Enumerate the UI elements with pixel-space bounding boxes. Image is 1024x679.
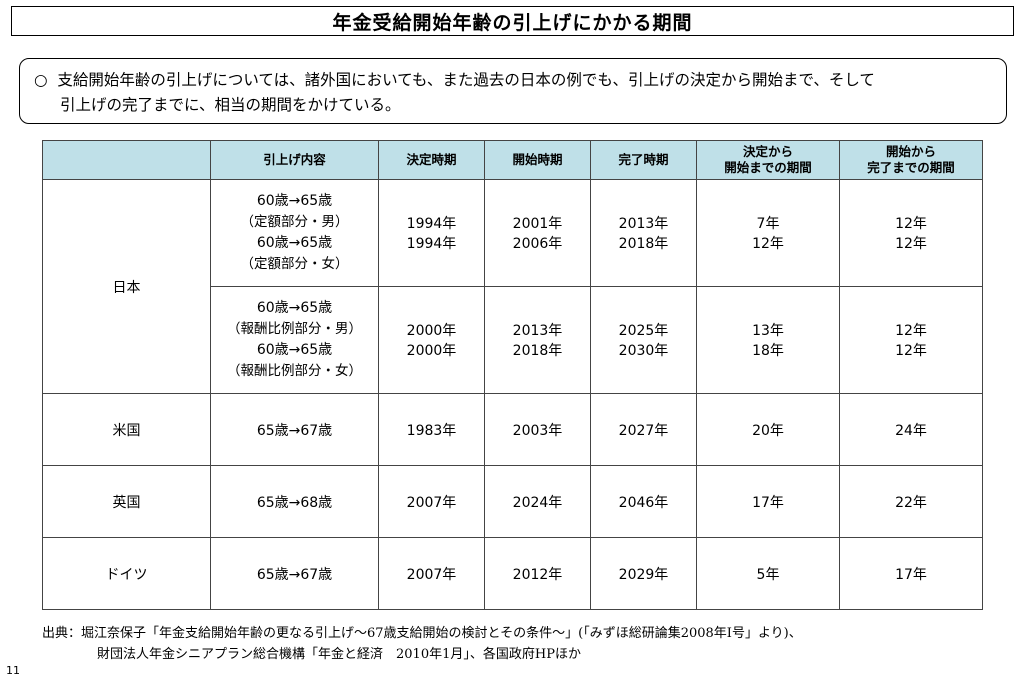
decided-cell: 2007年 [378, 537, 485, 610]
table-row: 英国 65歳→68歳 2007年 2024年 2046年 17年 22年 [42, 465, 983, 538]
bullet-icon: ○ [34, 71, 48, 89]
s2c-cell: 12年 12年 [839, 179, 983, 287]
s2c-cell: 17年 [839, 537, 983, 610]
country-uk: 英国 [42, 465, 211, 538]
source-line-1: 出典：堀江奈保子「年金支給開始年齢の更なる引上げ～67歳支給開始の検討とその条件… [42, 626, 802, 641]
source-line-2: 財団法人年金シニアプラン総合機構「年金と経済 2010年1月」、各国政府HPほか [97, 647, 581, 662]
page-title: 年金受給開始年齢の引上げにかかる期間 [11, 6, 1014, 36]
d2s-cell: 13年 18年 [696, 286, 840, 394]
content-cell: 60歳→65歳 （定額部分・男） 60歳→65歳 （定額部分・女） [210, 179, 379, 287]
header-start-to-complete: 開始から 完了までの期間 [839, 140, 983, 180]
header-content: 引上げ内容 [210, 140, 379, 180]
start-cell: 2012年 [484, 537, 591, 610]
start-cell: 2024年 [484, 465, 591, 538]
country-japan: 日本 [42, 179, 211, 394]
start-cell: 2001年 2006年 [484, 179, 591, 287]
header-decision-to-start: 決定から 開始までの期間 [696, 140, 840, 180]
content-cell: 65歳→68歳 [210, 465, 379, 538]
content-item: 60歳→65歳 （報酬比例部分・男） [227, 300, 362, 337]
complete-cell: 2029年 [590, 537, 697, 610]
table-row: 米国 65歳→67歳 1983年 2003年 2027年 20年 24年 [42, 393, 983, 466]
complete-cell: 2013年 2018年 [590, 179, 697, 287]
complete-cell: 2025年 2030年 [590, 286, 697, 394]
start-cell: 2013年 2018年 [484, 286, 591, 394]
s2c-cell: 24年 [839, 393, 983, 466]
complete-cell: 2046年 [590, 465, 697, 538]
d2s-cell: 5年 [696, 537, 840, 610]
summary-box: ○ 支給開始年齢の引上げについては、諸外国においても、また過去の日本の例でも、引… [19, 58, 1007, 124]
d2s-cell: 20年 [696, 393, 840, 466]
table-row: 60歳→65歳 （報酬比例部分・男） 60歳→65歳 （報酬比例部分・女） 2000… [43, 286, 983, 394]
table-row: 日本 60歳→65歳 （定額部分・男） 60歳→65歳 （定額部分・女） 1994年… [42, 179, 983, 394]
comparison-table: 引上げ内容 決定時期 開始時期 完了時期 決定から 開始までの期間 開始から 完了ま… [42, 140, 983, 610]
summary-line-2: 引上げの完了までに、相当の期間をかけている。 [60, 96, 401, 114]
start-cell: 2003年 [484, 393, 591, 466]
page-number: 11 [6, 664, 20, 677]
header-country [42, 140, 211, 180]
decided-cell: 2007年 [378, 465, 485, 538]
decided-cell: 1983年 [378, 393, 485, 466]
content-item: 60歳→65歳 （定額部分・男） [240, 193, 349, 230]
s2c-cell: 12年 12年 [839, 286, 983, 394]
header-decided: 決定時期 [378, 140, 485, 180]
country-germany: ドイツ [42, 537, 211, 610]
complete-cell: 2027年 [590, 393, 697, 466]
table-header-row: 引上げ内容 決定時期 開始時期 完了時期 決定から 開始までの期間 開始から 完了ま… [42, 140, 983, 180]
header-complete: 完了時期 [590, 140, 697, 180]
content-item: 60歳→65歳 （定額部分・女） [240, 235, 349, 272]
content-cell: 65歳→67歳 [210, 537, 379, 610]
summary-text-1: 支給開始年齢の引上げについては、諸外国においても、また過去の日本の例でも、引上げ… [57, 71, 875, 89]
content-cell: 60歳→65歳 （報酬比例部分・男） 60歳→65歳 （報酬比例部分・女） [210, 286, 379, 394]
d2s-cell: 17年 [696, 465, 840, 538]
summary-line-1: ○ 支給開始年齢の引上げについては、諸外国においても、また過去の日本の例でも、引… [34, 68, 992, 93]
source-note: 出典：堀江奈保子「年金支給開始年齢の更なる引上げ～67歳支給開始の検討とその条件… [42, 623, 802, 665]
header-start: 開始時期 [484, 140, 591, 180]
decided-cell: 2000年 2000年 [378, 286, 485, 394]
s2c-cell: 22年 [839, 465, 983, 538]
content-cell: 65歳→67歳 [210, 393, 379, 466]
table-row: ドイツ 65歳→67歳 2007年 2012年 2029年 5年 17年 [42, 537, 983, 610]
decided-cell: 1994年 1994年 [378, 179, 485, 287]
country-us: 米国 [42, 393, 211, 466]
d2s-cell: 7年 12年 [696, 179, 840, 287]
content-item: 60歳→65歳 （報酬比例部分・女） [227, 342, 362, 379]
